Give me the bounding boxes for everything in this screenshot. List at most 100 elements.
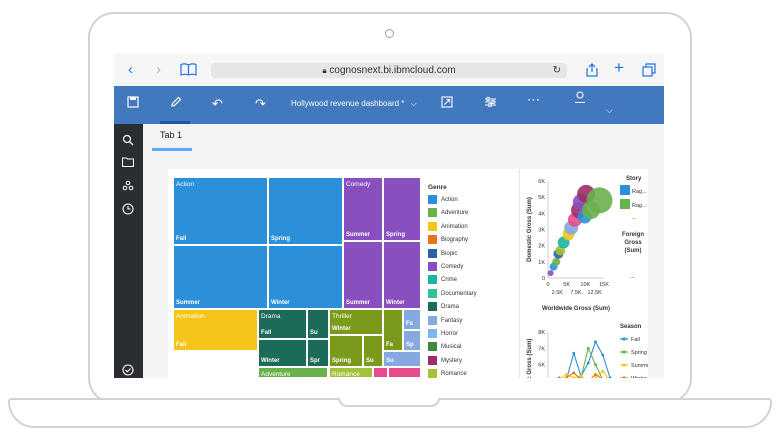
tab-1[interactable]: Tab 1	[160, 130, 183, 140]
share-icon[interactable]	[586, 63, 598, 81]
filters-icon[interactable]	[484, 96, 497, 112]
treemap-cell[interactable]: Fa	[403, 309, 421, 330]
bookmarks-icon[interactable]	[180, 63, 197, 80]
chevron-down-icon[interactable]: ⌵	[410, 99, 417, 108]
treemap-cell[interactable]: Thriller Winter	[329, 309, 383, 335]
legend-item[interactable]: Adventure	[428, 208, 468, 218]
line-point[interactable]	[579, 374, 583, 378]
line-point[interactable]	[608, 376, 612, 378]
line-point[interactable]	[594, 373, 597, 376]
recent-icon[interactable]	[122, 203, 134, 218]
treemap-cell[interactable]: Drama Fall	[258, 309, 307, 339]
more-icon[interactable]: ⋯	[527, 92, 540, 107]
treemap-cell[interactable]: Action Fall	[173, 177, 268, 245]
treemap-cell[interactable]: Spr	[307, 339, 329, 367]
treemap-cell[interactable]: Sp	[403, 330, 421, 351]
treemap-cell[interactable]: Su	[383, 351, 421, 367]
story-legend-label[interactable]: Rag...	[632, 189, 647, 195]
treemap-cell[interactable]: Spring	[383, 177, 421, 241]
line-point[interactable]	[572, 371, 576, 375]
share-people-icon[interactable]	[122, 180, 134, 195]
legend-item[interactable]: Biopic	[428, 248, 457, 259]
legend-item[interactable]: Mystery	[428, 355, 462, 366]
treemap-cell[interactable]: Winter	[258, 339, 307, 367]
url-bar[interactable]: 🔒︎ cognosnext.bi.ibmcloud.com ↻	[211, 63, 567, 78]
treemap-cell[interactable]: Su	[307, 309, 329, 339]
treemap-cell[interactable]: Adventure	[258, 367, 328, 378]
legend-item[interactable]: Romance	[428, 369, 467, 378]
user-menu-chevron-icon[interactable]: ⌵	[606, 105, 613, 115]
treemap-cell[interactable]: Spring	[268, 177, 343, 245]
fullscreen-icon[interactable]	[441, 96, 453, 112]
season-legend-label[interactable]: Fall	[631, 337, 640, 343]
season-legend-label[interactable]: Winter	[631, 376, 647, 378]
treemap-cell[interactable]: Animation Fall	[173, 309, 258, 351]
save-icon[interactable]	[127, 96, 139, 112]
line-point[interactable]	[572, 351, 576, 355]
legend-item[interactable]: Comedy	[428, 262, 463, 272]
line-point[interactable]	[586, 361, 590, 365]
line-point[interactable]	[565, 376, 568, 378]
line-point[interactable]	[594, 340, 597, 344]
line-chart[interactable]: 5K6K7K8KDomestic Gross (Sum)SeasonFallSp…	[520, 319, 648, 378]
story-legend-more[interactable]: ...	[632, 215, 637, 221]
back-icon[interactable]: ‹	[128, 61, 133, 78]
legend-item[interactable]: Drama	[428, 302, 459, 312]
legend-item[interactable]: Musical	[428, 342, 461, 352]
line-series[interactable]	[552, 372, 610, 378]
treemap[interactable]: Action Fall Spring Summer Winter Comedy Summer…	[173, 177, 421, 378]
line-point[interactable]	[557, 376, 561, 378]
treemap-cell[interactable]: Winter	[268, 245, 343, 309]
line-point[interactable]	[594, 376, 597, 378]
forward-icon[interactable]: ›	[156, 61, 161, 78]
line-point[interactable]	[565, 373, 568, 376]
story-legend-swatch	[620, 199, 630, 209]
legend-item[interactable]: Action	[428, 195, 458, 205]
reload-icon[interactable]: ↻	[552, 65, 561, 76]
new-tab-icon[interactable]: +	[614, 58, 624, 77]
treemap-cell-label: Romance	[332, 371, 360, 378]
line-point[interactable]	[601, 369, 605, 373]
treemap-cell[interactable]: Summer	[173, 245, 268, 309]
folder-icon[interactable]	[121, 157, 135, 170]
treemap-cell[interactable]: Winter	[383, 241, 421, 309]
season-legend-label[interactable]: Summer	[631, 363, 648, 369]
redo-icon[interactable]: ↷	[255, 96, 266, 111]
legend-item[interactable]: Fantasy	[428, 315, 462, 326]
line-point[interactable]	[586, 346, 590, 350]
scatter-chart[interactable]: 01K2K3K4K5K6K02.5K5K7.5K10K12.5K15KWorld…	[520, 169, 648, 319]
treemap-cell[interactable]: Romance	[329, 367, 373, 378]
scatter-point[interactable]	[552, 257, 561, 266]
legend-item[interactable]: Horror	[428, 329, 458, 339]
story-legend-label[interactable]: Rag...	[632, 203, 647, 209]
treemap-cell[interactable]	[373, 367, 388, 378]
tabs-icon[interactable]	[642, 63, 656, 81]
size-legend-more[interactable]: ...	[630, 274, 635, 280]
treemap-cell[interactable]: Spring	[329, 335, 363, 367]
edit-icon[interactable]	[170, 96, 182, 112]
season-legend-marker	[622, 363, 626, 367]
notifications-icon[interactable]	[122, 364, 134, 378]
treemap-cell[interactable]	[388, 367, 421, 378]
user-icon[interactable]	[574, 91, 586, 107]
search-icon[interactable]	[122, 134, 134, 149]
line-point[interactable]	[601, 353, 605, 357]
treemap-cell-season: Su	[310, 330, 318, 336]
dashboard-title[interactable]: Hollywood revenue dashboard * ⌵	[291, 98, 417, 110]
season-legend-label[interactable]: Spring	[631, 350, 647, 356]
treemap-cell[interactable]: Summer	[343, 241, 383, 309]
line-point[interactable]	[594, 363, 597, 367]
scatter-point[interactable]	[547, 270, 554, 277]
legend-item[interactable]: Documentary	[428, 288, 477, 299]
legend-item[interactable]: Crime	[428, 275, 457, 285]
legend-item[interactable]: Biography	[428, 235, 468, 245]
legend-item[interactable]: Animation	[428, 221, 468, 232]
scatter-point[interactable]	[586, 187, 613, 214]
treemap-cell-season: Fa	[386, 342, 394, 348]
genre-legend: Genre Action Adventure Animation Biography B…	[428, 177, 518, 378]
treemap-cell[interactable]: Fa	[383, 309, 403, 351]
treemap-cell[interactable]: Su	[363, 335, 383, 367]
treemap-cell[interactable]: Comedy Summer	[343, 177, 383, 241]
line-point[interactable]	[572, 376, 576, 378]
undo-icon[interactable]: ↶	[212, 96, 223, 111]
